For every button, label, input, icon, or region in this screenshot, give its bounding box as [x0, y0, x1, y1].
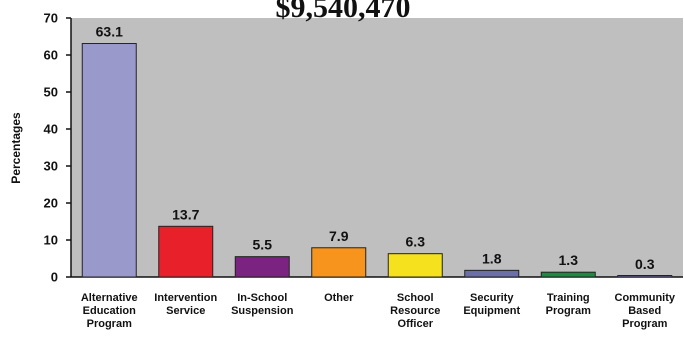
data-labels: 63.1 13.7 5.5 7.9 6.3 1.8 1.3 0.3: [96, 24, 655, 272]
data-label: 63.1: [96, 24, 123, 40]
y-ticks: 0 10 20 30 40 50 60 70: [44, 11, 71, 285]
category-label-line: In-School: [237, 292, 287, 304]
category-label-line: Officer: [398, 318, 434, 330]
bar: [387, 253, 443, 278]
y-tick-label: 40: [44, 122, 58, 137]
category-label: Alternative Education Program: [81, 292, 138, 330]
category-label: In-School Suspension: [231, 292, 294, 317]
category-label-line: Security: [470, 292, 514, 304]
y-tick-label: 20: [44, 196, 58, 211]
category-label-line: Suspension: [231, 305, 294, 317]
category-label-line: Service: [166, 305, 205, 317]
bar: [158, 225, 214, 278]
category-label: Community Based Program: [615, 292, 676, 330]
category-label-line: Education: [83, 305, 136, 317]
category-label-line: Other: [324, 292, 354, 304]
category-label: Security Equipment: [463, 292, 520, 317]
y-tick-label: 0: [51, 270, 58, 285]
category-label: School Resource Officer: [390, 292, 440, 330]
y-tick-label: 10: [44, 233, 58, 248]
category-label-line: Training: [547, 292, 590, 304]
bar: [234, 256, 290, 278]
bar: [81, 43, 137, 278]
y-tick-label: 70: [44, 11, 58, 26]
y-tick-label: 50: [44, 85, 58, 100]
category-label-line: Equipment: [463, 305, 520, 317]
bar: [464, 269, 520, 278]
category-label-line: Program: [546, 305, 591, 317]
category-label: Intervention Service: [154, 292, 217, 317]
bars: [81, 43, 673, 278]
data-label: 6.3: [406, 234, 426, 250]
category-label-line: Based: [628, 305, 661, 317]
category-label-line: Program: [87, 318, 132, 330]
data-label: 13.7: [172, 206, 199, 222]
data-label: 1.3: [559, 252, 579, 268]
data-label: 0.3: [635, 256, 655, 272]
category-label-line: Alternative: [81, 292, 138, 304]
chart-title: $9,540,470: [276, 0, 411, 24]
bar: [311, 247, 367, 278]
category-label-line: Community: [615, 292, 676, 304]
category-label: Other: [324, 292, 354, 304]
category-label-line: School: [397, 292, 434, 304]
data-label: 1.8: [482, 250, 502, 266]
category-label-line: Program: [622, 318, 667, 330]
y-axis-label: Percentages: [9, 112, 23, 184]
data-label: 5.5: [253, 237, 273, 253]
y-tick-label: 60: [44, 48, 58, 63]
category-label-line: Resource: [390, 305, 440, 317]
category-label-line: Intervention: [154, 292, 217, 304]
y-tick-label: 30: [44, 159, 58, 174]
category-label: Training Program: [546, 292, 591, 317]
data-label: 7.9: [329, 228, 349, 244]
bar: [540, 271, 596, 278]
bar: [617, 275, 673, 278]
